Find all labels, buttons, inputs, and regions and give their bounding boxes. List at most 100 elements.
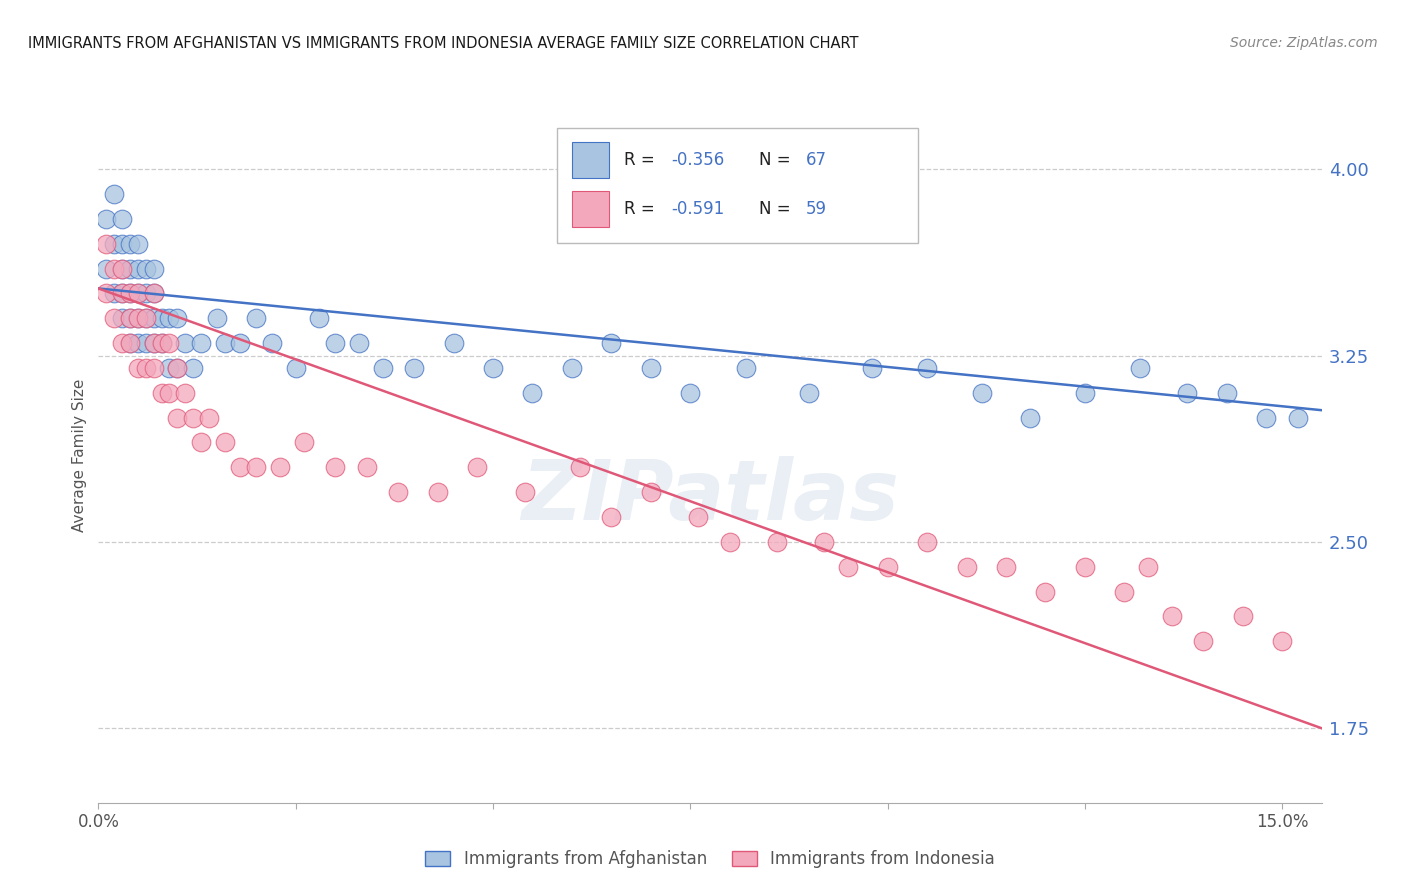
- Point: [1256, 410, 1278, 425]
- Point: [371, 360, 394, 375]
- Point: [561, 360, 583, 375]
- Point: [426, 485, 449, 500]
- Point: [96, 286, 118, 301]
- Point: [1286, 410, 1309, 425]
- Point: [198, 410, 221, 425]
- Point: [118, 286, 141, 301]
- Point: [323, 460, 346, 475]
- Point: [260, 336, 283, 351]
- Point: [640, 485, 662, 500]
- Point: [166, 311, 188, 326]
- Point: [837, 559, 859, 574]
- Point: [734, 360, 756, 375]
- Point: [96, 236, 118, 251]
- Point: [1129, 360, 1152, 375]
- Point: [915, 534, 938, 549]
- Point: [915, 360, 938, 375]
- Point: [135, 261, 157, 276]
- Point: [142, 336, 165, 351]
- Text: 59: 59: [806, 201, 827, 219]
- Point: [159, 360, 181, 375]
- Point: [229, 336, 252, 351]
- Point: [127, 286, 149, 301]
- Point: [600, 336, 623, 351]
- Text: N =: N =: [759, 151, 796, 169]
- Point: [111, 261, 134, 276]
- Point: [166, 360, 188, 375]
- Point: [150, 385, 173, 400]
- Point: [103, 236, 125, 251]
- Point: [142, 360, 165, 375]
- Point: [860, 360, 883, 375]
- Point: [118, 261, 141, 276]
- Legend: Immigrants from Afghanistan, Immigrants from Indonesia: Immigrants from Afghanistan, Immigrants …: [419, 843, 1001, 874]
- Point: [245, 311, 267, 326]
- Point: [214, 435, 236, 450]
- Text: Source: ZipAtlas.com: Source: ZipAtlas.com: [1230, 36, 1378, 50]
- Point: [688, 510, 710, 524]
- Point: [292, 435, 315, 450]
- Point: [1192, 634, 1215, 648]
- Point: [142, 286, 165, 301]
- Point: [135, 336, 157, 351]
- Point: [118, 286, 141, 301]
- Point: [465, 460, 488, 475]
- Point: [1177, 385, 1199, 400]
- Point: [174, 385, 197, 400]
- Point: [135, 360, 157, 375]
- Point: [111, 286, 134, 301]
- Text: IMMIGRANTS FROM AFGHANISTAN VS IMMIGRANTS FROM INDONESIA AVERAGE FAMILY SIZE COR: IMMIGRANTS FROM AFGHANISTAN VS IMMIGRANT…: [28, 36, 859, 51]
- Point: [1035, 584, 1057, 599]
- Point: [111, 286, 134, 301]
- Point: [568, 460, 591, 475]
- Point: [1232, 609, 1254, 624]
- Point: [718, 534, 741, 549]
- Point: [190, 336, 212, 351]
- Point: [166, 410, 188, 425]
- FancyBboxPatch shape: [572, 142, 609, 178]
- Point: [1216, 385, 1239, 400]
- Point: [111, 211, 134, 226]
- Point: [159, 311, 181, 326]
- Point: [127, 360, 149, 375]
- Point: [96, 261, 118, 276]
- Point: [142, 336, 165, 351]
- Point: [111, 261, 134, 276]
- Point: [190, 435, 212, 450]
- Point: [1114, 584, 1136, 599]
- Text: R =: R =: [624, 151, 661, 169]
- Point: [142, 261, 165, 276]
- Point: [135, 311, 157, 326]
- Y-axis label: Average Family Size: Average Family Size: [72, 378, 87, 532]
- Point: [103, 311, 125, 326]
- Point: [347, 336, 370, 351]
- Point: [150, 336, 173, 351]
- Point: [1137, 559, 1160, 574]
- Text: -0.356: -0.356: [671, 151, 724, 169]
- Point: [1018, 410, 1040, 425]
- Point: [1271, 634, 1294, 648]
- Point: [127, 236, 149, 251]
- Point: [111, 311, 134, 326]
- Point: [159, 336, 181, 351]
- Text: N =: N =: [759, 201, 796, 219]
- Point: [323, 336, 346, 351]
- Point: [135, 286, 157, 301]
- Point: [205, 311, 228, 326]
- Point: [150, 336, 173, 351]
- Point: [96, 211, 118, 226]
- Point: [111, 336, 134, 351]
- Text: R =: R =: [624, 201, 661, 219]
- Point: [127, 311, 149, 326]
- Point: [813, 534, 835, 549]
- Point: [174, 336, 197, 351]
- Point: [1074, 385, 1097, 400]
- Point: [118, 336, 141, 351]
- Point: [308, 311, 330, 326]
- Point: [118, 311, 141, 326]
- Point: [876, 559, 898, 574]
- Text: 67: 67: [806, 151, 827, 169]
- Point: [284, 360, 307, 375]
- FancyBboxPatch shape: [572, 191, 609, 227]
- Point: [111, 236, 134, 251]
